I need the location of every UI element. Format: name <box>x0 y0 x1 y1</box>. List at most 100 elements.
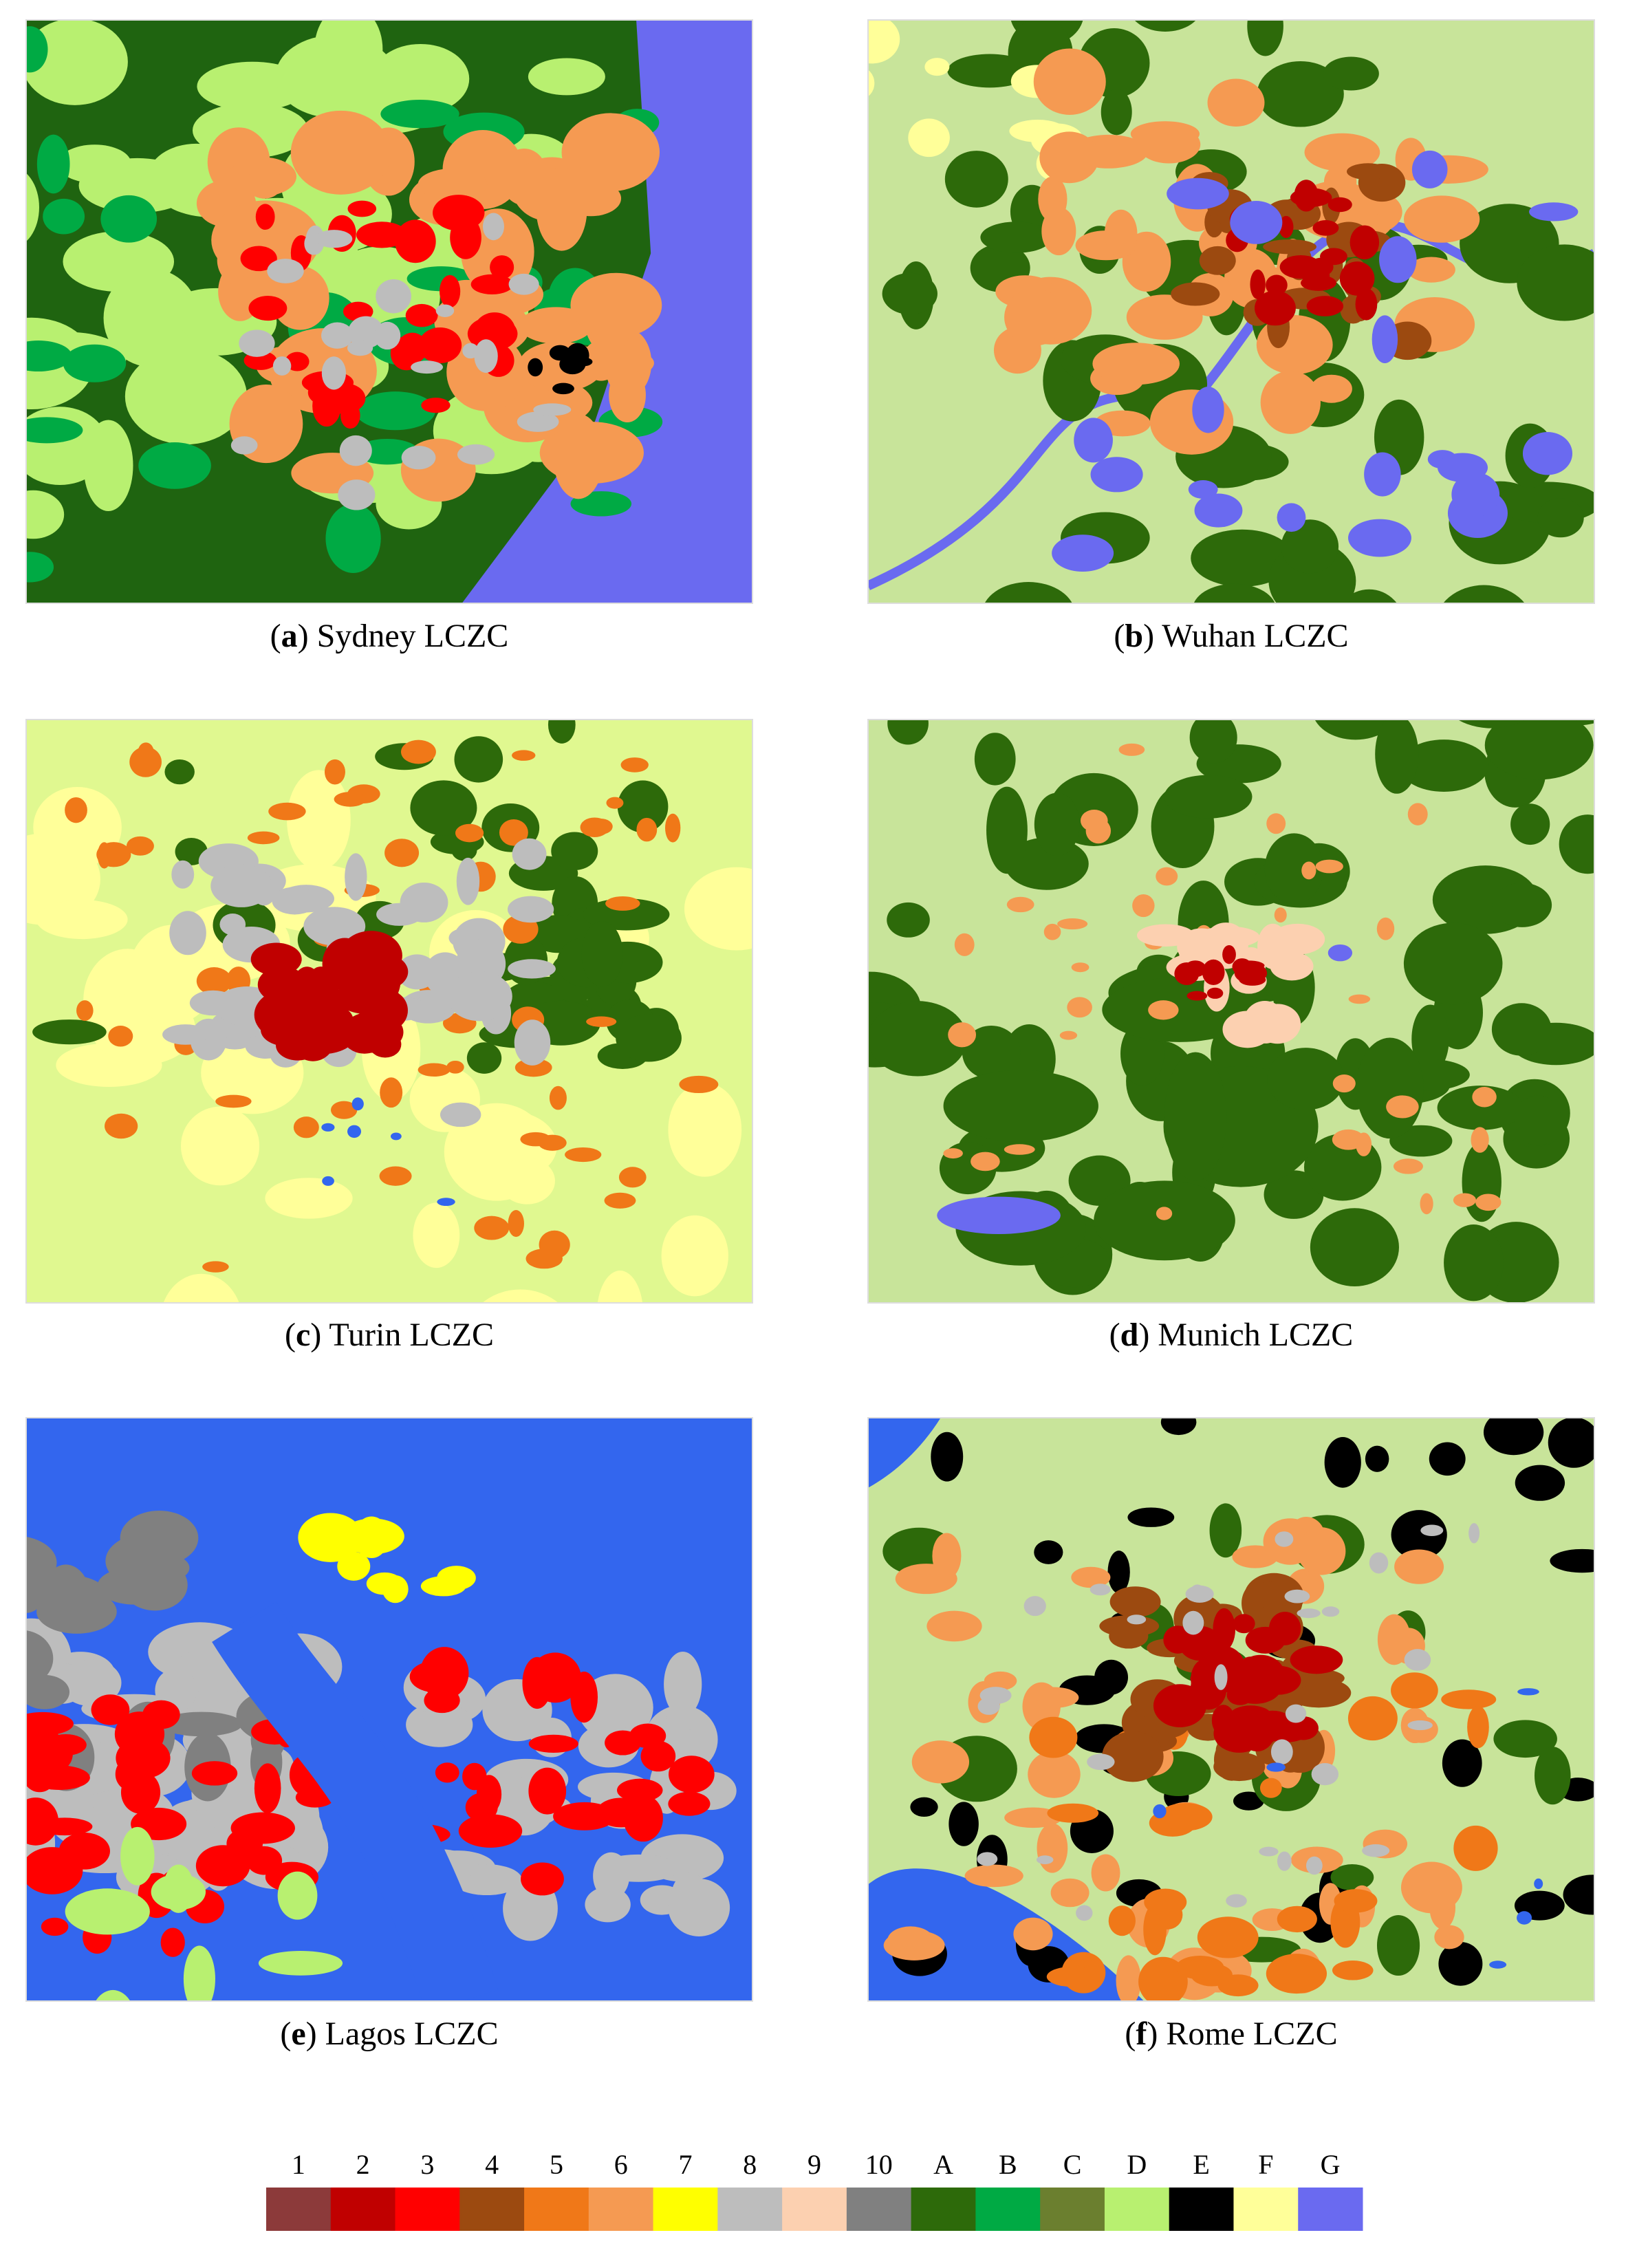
map-region <box>384 839 420 867</box>
map-region <box>943 1148 963 1159</box>
map-region <box>964 1864 1023 1888</box>
map-region <box>420 1647 469 1700</box>
legend-swatch <box>1169 2188 1234 2231</box>
map-region <box>1310 1208 1399 1286</box>
map-region <box>26 1752 58 1793</box>
map-region <box>254 1763 281 1813</box>
map-region <box>1301 861 1316 880</box>
map-region <box>974 733 1016 786</box>
caption: (f) Rome LCZC <box>1125 2016 1337 2052</box>
map-region <box>470 274 513 294</box>
map-region <box>1453 1193 1477 1207</box>
map-region <box>1517 1911 1532 1925</box>
map-region <box>1189 720 1237 764</box>
legend-swatch <box>717 2188 783 2231</box>
map-region <box>1517 244 1594 321</box>
map-region <box>1411 150 1448 188</box>
map-region <box>1297 1608 1321 1619</box>
map-region <box>321 356 347 390</box>
map-region <box>1259 1846 1279 1857</box>
legend-label: 9 <box>807 2149 821 2180</box>
map-region <box>230 1812 295 1844</box>
map-region <box>1033 48 1106 115</box>
map-region <box>661 1215 728 1297</box>
map-region <box>943 1070 1098 1142</box>
caption-part: b <box>1125 618 1143 654</box>
map-region <box>1364 452 1401 497</box>
map-region <box>1034 792 1080 856</box>
map-region <box>977 1697 1000 1715</box>
map-region <box>108 1026 133 1047</box>
map-region <box>1116 1955 1141 2001</box>
map-region <box>585 1886 631 1923</box>
map-region <box>1349 225 1380 260</box>
map-region <box>162 1024 209 1045</box>
map-region <box>522 1656 552 1709</box>
map-region <box>45 1734 87 1756</box>
map-region <box>1362 1844 1390 1857</box>
map-region <box>1226 1894 1247 1908</box>
map-region <box>882 272 937 315</box>
legend-label: D <box>1127 2149 1147 2180</box>
caption-part: ) Turin LCZC <box>310 1317 494 1353</box>
map-region <box>1274 907 1287 923</box>
map-region <box>1457 720 1526 728</box>
map-region <box>1348 519 1411 557</box>
map-region <box>340 402 360 429</box>
map-region <box>1347 1696 1398 1741</box>
map-region <box>36 900 128 940</box>
map-region <box>1453 1825 1498 1871</box>
map-region <box>1148 1000 1179 1020</box>
map-region <box>421 398 451 413</box>
legend-swatch <box>330 2188 396 2231</box>
legend-swatch <box>846 2188 912 2231</box>
map-region <box>1259 1778 1282 1798</box>
map-region <box>405 303 438 327</box>
map-region <box>255 204 275 230</box>
map-region <box>1156 1207 1173 1220</box>
map-region <box>586 1016 617 1027</box>
map-region <box>457 444 495 465</box>
map-region <box>482 1289 559 1303</box>
map-region <box>617 1778 663 1802</box>
map-region <box>679 1075 719 1094</box>
map-region <box>474 1216 510 1240</box>
map-region <box>565 343 589 368</box>
map-region <box>1529 202 1579 222</box>
map-region <box>1214 1664 1228 1690</box>
map-region <box>26 173 39 242</box>
map-region <box>424 1687 460 1714</box>
map-region <box>528 1734 578 1753</box>
map-region <box>1386 1095 1419 1119</box>
map-region <box>322 1176 334 1186</box>
map-region <box>1407 257 1455 283</box>
map-region <box>1510 803 1550 845</box>
map-region <box>315 230 353 248</box>
map-region <box>1202 959 1225 986</box>
caption: (d) Munich LCZC <box>1109 1317 1354 1353</box>
map-region <box>1341 589 1398 603</box>
map-region <box>908 118 950 158</box>
map-region <box>1306 296 1344 316</box>
map-region <box>1300 2091 1308 2104</box>
map-region <box>239 330 275 357</box>
caption-part: ( <box>1114 618 1125 654</box>
map-region <box>1043 923 1061 940</box>
caption-part: a <box>281 618 298 654</box>
map-region <box>345 853 367 901</box>
map-region <box>842 0 896 12</box>
map-region <box>1006 896 1034 913</box>
map-region <box>43 198 85 235</box>
map-region <box>1376 1915 1420 1976</box>
map-region <box>1327 197 1352 213</box>
caption-part: ) Sydney LCZC <box>298 618 509 654</box>
map-region <box>401 445 436 470</box>
map-region <box>1038 176 1067 222</box>
map-region <box>1108 1905 1136 1936</box>
map-region <box>549 1086 567 1110</box>
map-region <box>1323 56 1379 91</box>
map-region <box>1137 125 1201 164</box>
map <box>26 720 752 1303</box>
map-region <box>1185 1585 1214 1603</box>
map-region <box>1255 290 1296 326</box>
